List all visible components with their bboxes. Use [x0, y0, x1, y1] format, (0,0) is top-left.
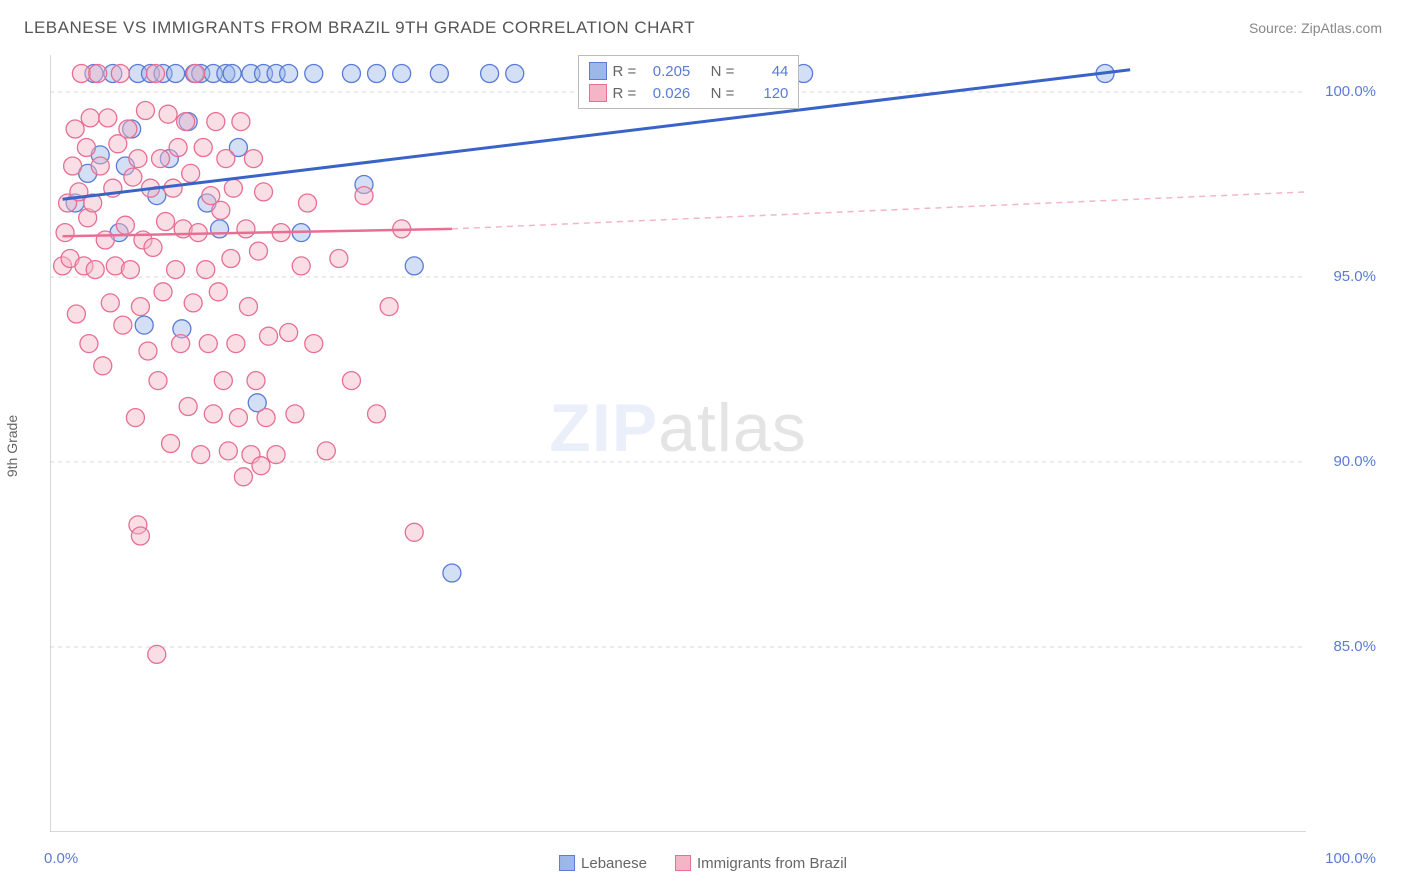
- chart-area: ZIPatlas R =0.205 N =44 R =0.026 N =120 …: [50, 55, 1306, 832]
- y-axis-label: 9th Grade: [4, 415, 20, 477]
- legend-item: Immigrants from Brazil: [675, 855, 847, 872]
- legend: Lebanese Immigrants from Brazil: [559, 855, 847, 872]
- legend-item: Lebanese: [559, 855, 647, 872]
- x-tick-label-right: 100.0%: [1325, 850, 1376, 867]
- legend-swatch: [559, 855, 575, 871]
- stats-row: R =0.205 N =44: [589, 60, 789, 82]
- y-tick-label: 90.0%: [1333, 453, 1376, 470]
- y-tick-label: 85.0%: [1333, 638, 1376, 655]
- legend-swatch: [675, 855, 691, 871]
- source-label: Source: ZipAtlas.com: [1249, 20, 1382, 36]
- x-tick-label-left: 0.0%: [44, 850, 78, 867]
- correlation-stats-box: R =0.205 N =44 R =0.026 N =120: [578, 55, 800, 109]
- series-swatch: [589, 62, 607, 80]
- series-swatch: [589, 84, 607, 102]
- scatter-plot: [50, 55, 1306, 832]
- y-tick-label: 95.0%: [1333, 268, 1376, 285]
- chart-title: LEBANESE VS IMMIGRANTS FROM BRAZIL 9TH G…: [24, 18, 695, 38]
- y-tick-label: 100.0%: [1325, 83, 1376, 100]
- stats-row: R =0.026 N =120: [589, 82, 789, 104]
